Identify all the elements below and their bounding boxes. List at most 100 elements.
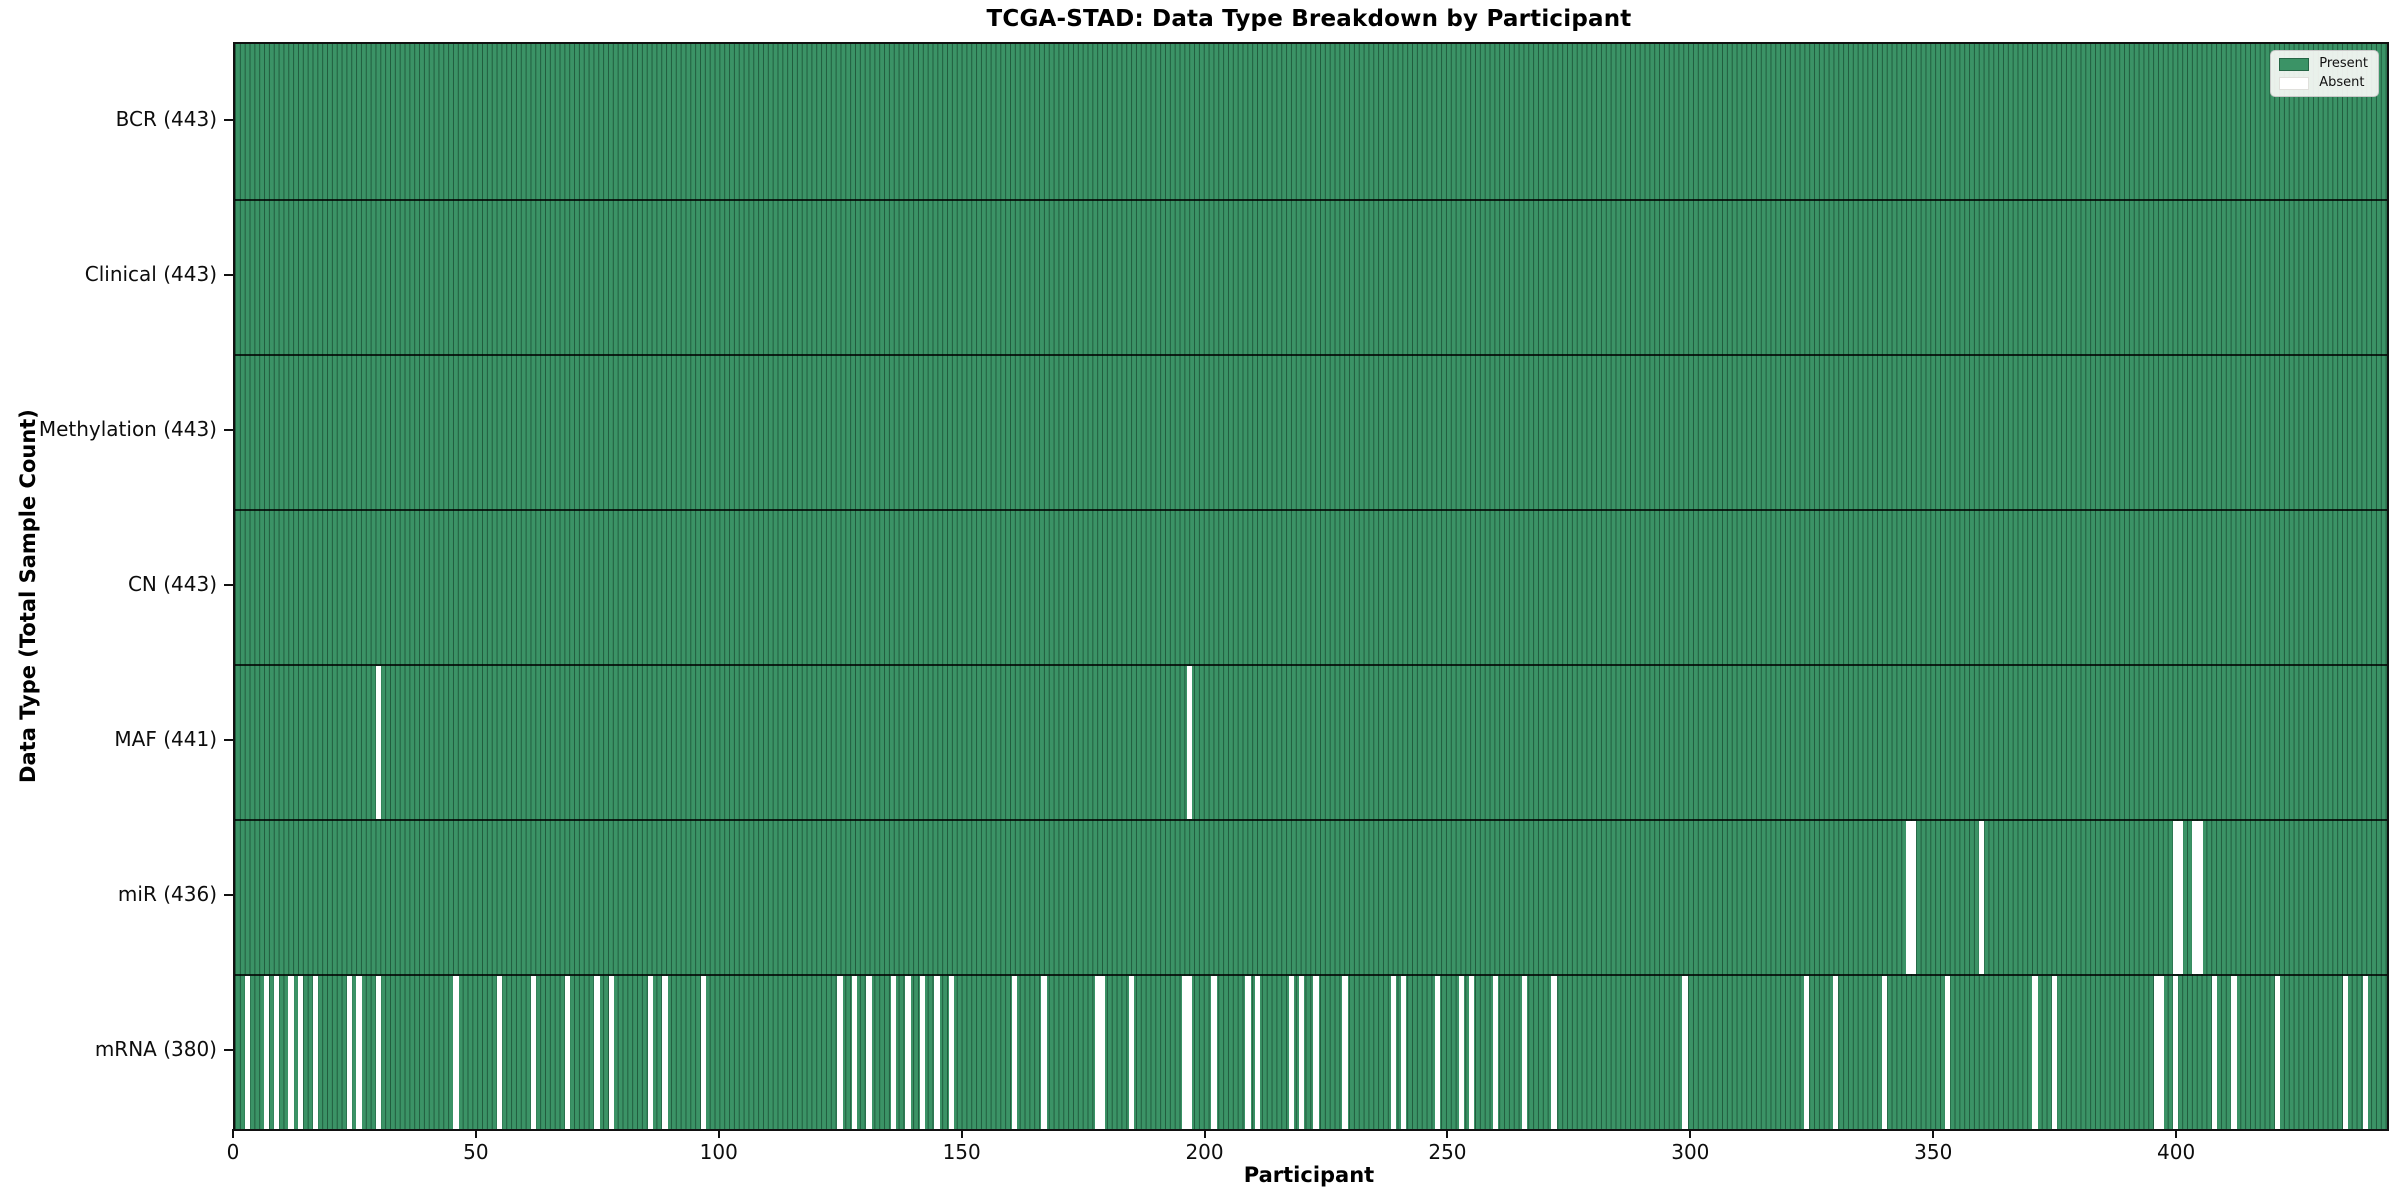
absent-bar bbox=[1094, 976, 1100, 1129]
absent-bar bbox=[1313, 976, 1319, 1129]
absent-bar bbox=[2231, 976, 2237, 1129]
x-tick-mark bbox=[2175, 1129, 2178, 1138]
absent-bar bbox=[2362, 976, 2368, 1129]
absent-bar bbox=[2032, 976, 2038, 1129]
absent-bar bbox=[497, 976, 503, 1129]
absent-bar bbox=[905, 976, 911, 1129]
absent-bar bbox=[2158, 976, 2164, 1129]
x-tick-label: 100 bbox=[699, 1140, 738, 1164]
absent-bar bbox=[2197, 821, 2203, 974]
absent-bar bbox=[453, 976, 459, 1129]
y-tick-mark bbox=[224, 428, 233, 431]
absent-bar bbox=[1099, 976, 1105, 1129]
absent-bar bbox=[565, 976, 571, 1129]
absent-bar bbox=[701, 976, 707, 1129]
heatmap-row-bcr bbox=[235, 44, 2387, 199]
absent-bar bbox=[1254, 976, 1261, 1129]
heatmap-row-mir bbox=[235, 819, 2387, 974]
legend-label-absent: Absent bbox=[2319, 75, 2365, 90]
absent-bar bbox=[1012, 976, 1018, 1129]
absent-bar bbox=[594, 976, 600, 1129]
y-tick-label-cn: CN (443) bbox=[127, 571, 217, 596]
absent-bar bbox=[2173, 821, 2179, 974]
absent-bar bbox=[2343, 976, 2349, 1129]
absent-bar bbox=[1468, 976, 1475, 1129]
legend-item-absent: Absent bbox=[2279, 76, 2368, 90]
absent-bar bbox=[1492, 976, 1499, 1129]
absent-bar bbox=[647, 976, 654, 1129]
y-tick-mark bbox=[224, 738, 233, 741]
y-tick-mark bbox=[224, 1048, 233, 1051]
legend-swatch-present bbox=[2279, 57, 2310, 71]
heatmap-row-methylation bbox=[235, 354, 2387, 509]
x-tick-mark bbox=[1689, 1129, 1692, 1138]
x-tick-mark bbox=[232, 1129, 234, 1138]
absent-bar bbox=[375, 976, 382, 1129]
y-tick-mark bbox=[224, 118, 233, 121]
absent-bar bbox=[1522, 976, 1528, 1129]
x-tick-mark bbox=[717, 1129, 720, 1138]
chart-title: TCGA-STAD: Data Type Breakdown by Partic… bbox=[986, 6, 1632, 32]
absent-bar bbox=[273, 976, 279, 1129]
absent-bar bbox=[1128, 976, 1134, 1129]
x-tick-label: 150 bbox=[942, 1140, 981, 1164]
absent-bar bbox=[2173, 976, 2179, 1129]
absent-bar bbox=[662, 976, 668, 1129]
absent-bar bbox=[919, 976, 926, 1129]
absent-bar bbox=[346, 976, 352, 1129]
x-tick-mark bbox=[1932, 1129, 1935, 1138]
absent-bar bbox=[1833, 976, 1839, 1129]
plot-area: Present Absent bbox=[233, 42, 2389, 1131]
absent-bar bbox=[2051, 976, 2057, 1129]
absent-bar bbox=[934, 976, 940, 1129]
y-tick-label-methylation: Methylation (443) bbox=[38, 416, 217, 441]
x-tick-label: 400 bbox=[2157, 1140, 2196, 1164]
absent-bar bbox=[1458, 976, 1465, 1129]
absent-bar bbox=[1978, 821, 1985, 974]
absent-bar bbox=[356, 976, 362, 1129]
absent-bar bbox=[2177, 821, 2184, 974]
x-tick-mark bbox=[1446, 1129, 1449, 1138]
absent-bar bbox=[1944, 976, 1951, 1129]
y-tick-mark bbox=[224, 273, 233, 276]
absent-bar bbox=[2211, 976, 2218, 1129]
x-tick-label: 350 bbox=[1914, 1140, 1953, 1164]
absent-bar bbox=[2275, 976, 2281, 1129]
absent-bar bbox=[1881, 976, 1887, 1129]
absent-bar bbox=[263, 976, 270, 1129]
absent-bar bbox=[837, 976, 843, 1129]
x-tick-label: 50 bbox=[463, 1140, 489, 1164]
y-tick-label-maf: MAF (441) bbox=[114, 726, 217, 751]
absent-bar bbox=[288, 976, 294, 1129]
x-tick-label: 250 bbox=[1428, 1140, 1467, 1164]
absent-bar bbox=[1041, 976, 1047, 1129]
y-tick-mark bbox=[224, 583, 233, 586]
heatmap-rows bbox=[235, 44, 2387, 1129]
absent-bar bbox=[1182, 976, 1188, 1129]
absent-bar bbox=[851, 976, 858, 1129]
heatmap-row-maf bbox=[235, 664, 2387, 819]
x-tick-label: 0 bbox=[226, 1140, 240, 1164]
absent-bar bbox=[1434, 976, 1441, 1129]
absent-bar bbox=[2192, 821, 2198, 974]
y-tick-mark bbox=[224, 893, 233, 896]
absent-bar bbox=[1186, 666, 1193, 819]
x-axis-label: Participant bbox=[1243, 1163, 1375, 1187]
heatmap-row-cn bbox=[235, 509, 2387, 664]
heatmap-row-mrna bbox=[235, 974, 2387, 1129]
absent-bar bbox=[1400, 976, 1406, 1129]
y-tick-label-mir: miR (436) bbox=[117, 881, 217, 906]
y-tick-label-bcr: BCR (443) bbox=[115, 106, 217, 131]
absent-bar bbox=[2153, 976, 2159, 1129]
absent-bar bbox=[375, 666, 382, 819]
absent-bar bbox=[948, 976, 955, 1129]
absent-bar bbox=[1905, 821, 1912, 974]
absent-bar bbox=[1390, 976, 1397, 1129]
heatmap-row-clinical bbox=[235, 199, 2387, 354]
absent-bar bbox=[1910, 821, 1917, 974]
x-tick-mark bbox=[1203, 1129, 1206, 1138]
absent-bar bbox=[1298, 976, 1304, 1129]
absent-bar bbox=[866, 976, 872, 1129]
absent-bar bbox=[608, 976, 615, 1129]
